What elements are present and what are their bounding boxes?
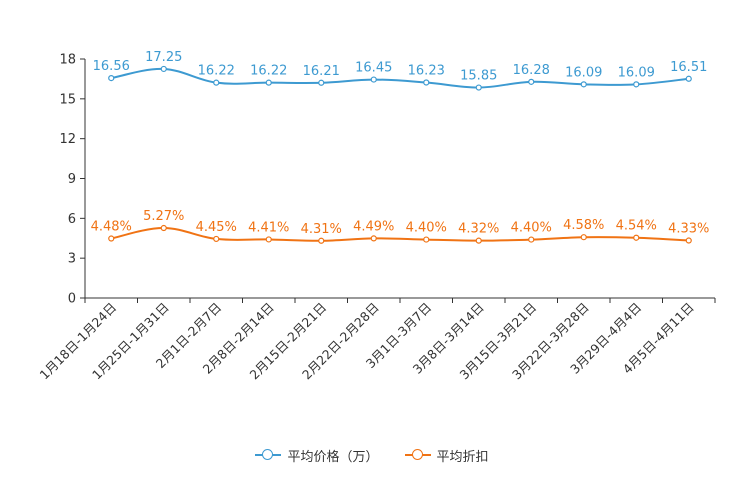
data-label: 16.23 xyxy=(408,64,445,79)
data-point xyxy=(160,65,167,73)
data-label: 4.49% xyxy=(353,219,394,234)
data-point xyxy=(475,84,482,91)
data-point xyxy=(108,235,115,242)
data-point xyxy=(318,237,325,244)
data-label: 16.22 xyxy=(198,64,235,79)
data-point xyxy=(318,79,325,86)
data-point xyxy=(633,81,640,88)
data-point xyxy=(685,237,692,244)
y-tick-label: 3 xyxy=(68,252,76,267)
data-label: 4.58% xyxy=(563,218,604,233)
data-point xyxy=(213,79,220,86)
data-point xyxy=(213,235,220,243)
data-label: 4.40% xyxy=(511,221,552,236)
y-tick-label: 0 xyxy=(68,292,76,307)
data-label: 16.09 xyxy=(618,65,655,80)
legend-item-price[interactable]: 平均价格（万） xyxy=(255,446,379,465)
data-label: 16.21 xyxy=(303,64,340,79)
y-tick-label: 6 xyxy=(68,212,76,227)
line-chart: 03691215181月18日-1月24日1月25日-1月31日2月1日-2月7… xyxy=(36,50,716,382)
data-point xyxy=(423,236,430,243)
data-label: 16.56 xyxy=(93,59,130,74)
data-point xyxy=(423,79,430,86)
data-point xyxy=(370,235,377,242)
data-point xyxy=(580,234,587,241)
series-line-price xyxy=(111,67,689,89)
data-label: 4.40% xyxy=(406,221,447,236)
data-point xyxy=(475,237,482,244)
data-point xyxy=(265,79,272,86)
data-point xyxy=(580,81,587,88)
legend-discount-swatch xyxy=(404,448,431,462)
y-tick-label: 9 xyxy=(68,172,76,187)
data-label: 16.22 xyxy=(250,64,287,79)
data-point xyxy=(528,78,535,85)
data-label: 16.45 xyxy=(355,61,392,76)
data-label: 4.31% xyxy=(301,222,342,237)
data-label: 5.27% xyxy=(143,209,184,224)
data-point xyxy=(685,75,692,82)
data-label: 4.41% xyxy=(248,220,289,235)
legend-price-swatch xyxy=(255,448,282,462)
y-tick-label: 18 xyxy=(59,53,76,68)
data-label: 4.32% xyxy=(458,222,499,237)
data-label: 4.48% xyxy=(91,220,132,235)
data-point xyxy=(633,234,640,241)
data-label: 4.33% xyxy=(668,222,709,237)
data-point xyxy=(160,224,167,232)
data-label: 4.45% xyxy=(196,220,237,235)
legend-price-label: 平均价格（万） xyxy=(287,449,379,465)
data-label: 15.85 xyxy=(460,69,497,84)
y-tick-label: 12 xyxy=(59,132,76,147)
data-point xyxy=(108,75,115,82)
legend-item-discount[interactable]: 平均折扣 xyxy=(404,446,489,465)
series-line-discount xyxy=(111,227,689,242)
data-label: 4.54% xyxy=(616,219,657,234)
data-point xyxy=(528,236,535,243)
data-point xyxy=(265,236,272,243)
data-label: 17.25 xyxy=(145,50,182,65)
legend-discount-label: 平均折扣 xyxy=(436,449,489,465)
data-label: 16.28 xyxy=(513,63,550,78)
chart-legend: 平均价格（万） 平均折扣 xyxy=(0,444,744,466)
data-label: 16.51 xyxy=(670,60,707,75)
data-label: 16.09 xyxy=(565,65,602,80)
y-tick-label: 15 xyxy=(59,92,76,107)
data-point xyxy=(370,76,377,83)
